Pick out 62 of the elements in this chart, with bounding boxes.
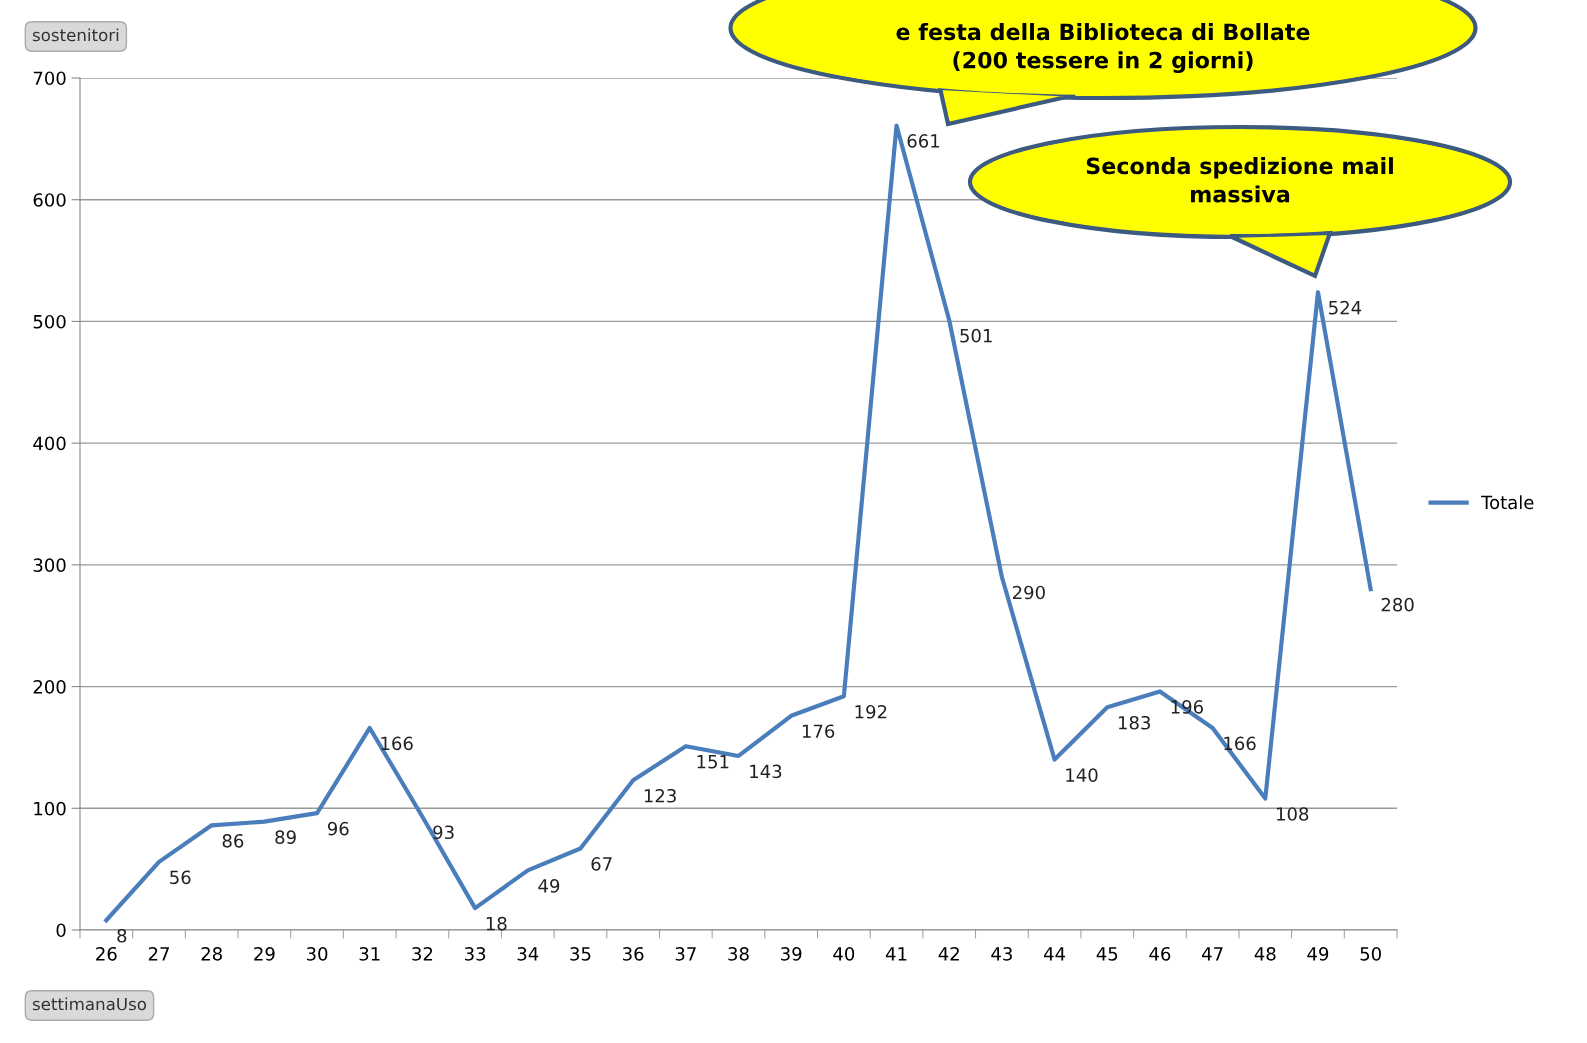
y-tick-label: 400: [33, 436, 66, 451]
annotation: Seconda spedizione mail massiva: [1086, 157, 1393, 203]
x-tick-label: 27: [148, 946, 169, 961]
x-tick-label: 32: [412, 946, 433, 961]
data-label: 166: [381, 736, 413, 751]
data-label: 140: [1066, 768, 1098, 782]
x-tick-label: 36: [623, 946, 644, 961]
data-label: 8: [117, 928, 127, 943]
data-label: 280: [1381, 597, 1414, 612]
y-tick-label: 300: [33, 558, 66, 572]
legend-label: Totale: [1481, 495, 1534, 510]
data-label: 290: [1012, 585, 1045, 600]
data-label: 108: [1277, 807, 1309, 821]
data-label: 67: [591, 857, 612, 871]
x-tick-label: 43: [991, 946, 1012, 961]
x-tick-label: 34: [517, 946, 539, 961]
x-tick-label: 33: [464, 946, 486, 961]
x-tick-label: 46: [1149, 946, 1171, 961]
data-label: 192: [855, 704, 887, 719]
y-tick-label: 100: [34, 801, 66, 816]
x-tick-label: 35: [570, 946, 591, 961]
x-tick-label: 48: [1254, 946, 1276, 961]
text: e festa della Biblioteca di Bollate (200 tessere in 2 giorni): [896, 23, 1310, 73]
data-label: 661: [907, 134, 940, 148]
data-label: 143: [750, 764, 782, 779]
data-label: 183: [1118, 715, 1150, 730]
y-axis-title: sostenitori: [32, 28, 119, 42]
x-tick-label: 42: [938, 946, 959, 961]
data-label: 501: [960, 328, 992, 343]
x-tick-label: 41: [885, 947, 907, 961]
y-tick-label: 500: [33, 314, 66, 329]
data-label: 123: [644, 788, 676, 803]
x-tick-label: 37: [675, 946, 696, 961]
y-tick-label: 600: [33, 193, 66, 207]
data-label: 49: [538, 879, 560, 893]
x-tick-label: 47: [1202, 947, 1223, 961]
x-tick-label: 31: [359, 946, 380, 961]
y-tick-label: 200: [33, 680, 66, 694]
x-tick-label: 40: [833, 946, 855, 961]
y-tick-label: 700: [33, 71, 66, 86]
x-tick-label: 28: [201, 946, 222, 961]
x-tick-label: 26: [96, 946, 117, 961]
data-label: 524: [1329, 300, 1362, 315]
x-tick-label: 44: [1043, 947, 1066, 961]
data-label: 176: [802, 724, 835, 739]
data-label: 89: [275, 830, 296, 844]
x-tick-label: 39: [781, 946, 802, 961]
data-label: 166: [1224, 736, 1256, 751]
data-label: 86: [222, 833, 244, 848]
x-tick-label: 29: [254, 946, 275, 961]
x-tick-label: 38: [728, 946, 749, 961]
data-label: 151: [697, 755, 729, 769]
data-label: 56: [170, 870, 191, 885]
data-label: 93: [433, 825, 454, 840]
x-tick-label: 45: [1096, 947, 1118, 961]
x-tick-label: 30: [306, 946, 328, 961]
y-tick-label: 0: [56, 923, 66, 938]
x-tick-label: 50: [1360, 946, 1381, 961]
x-tick-label: 49: [1307, 946, 1329, 961]
data-label: 96: [327, 821, 349, 836]
data-label: 18: [486, 916, 507, 931]
x-axis-title: settimanaUso: [32, 997, 147, 1011]
